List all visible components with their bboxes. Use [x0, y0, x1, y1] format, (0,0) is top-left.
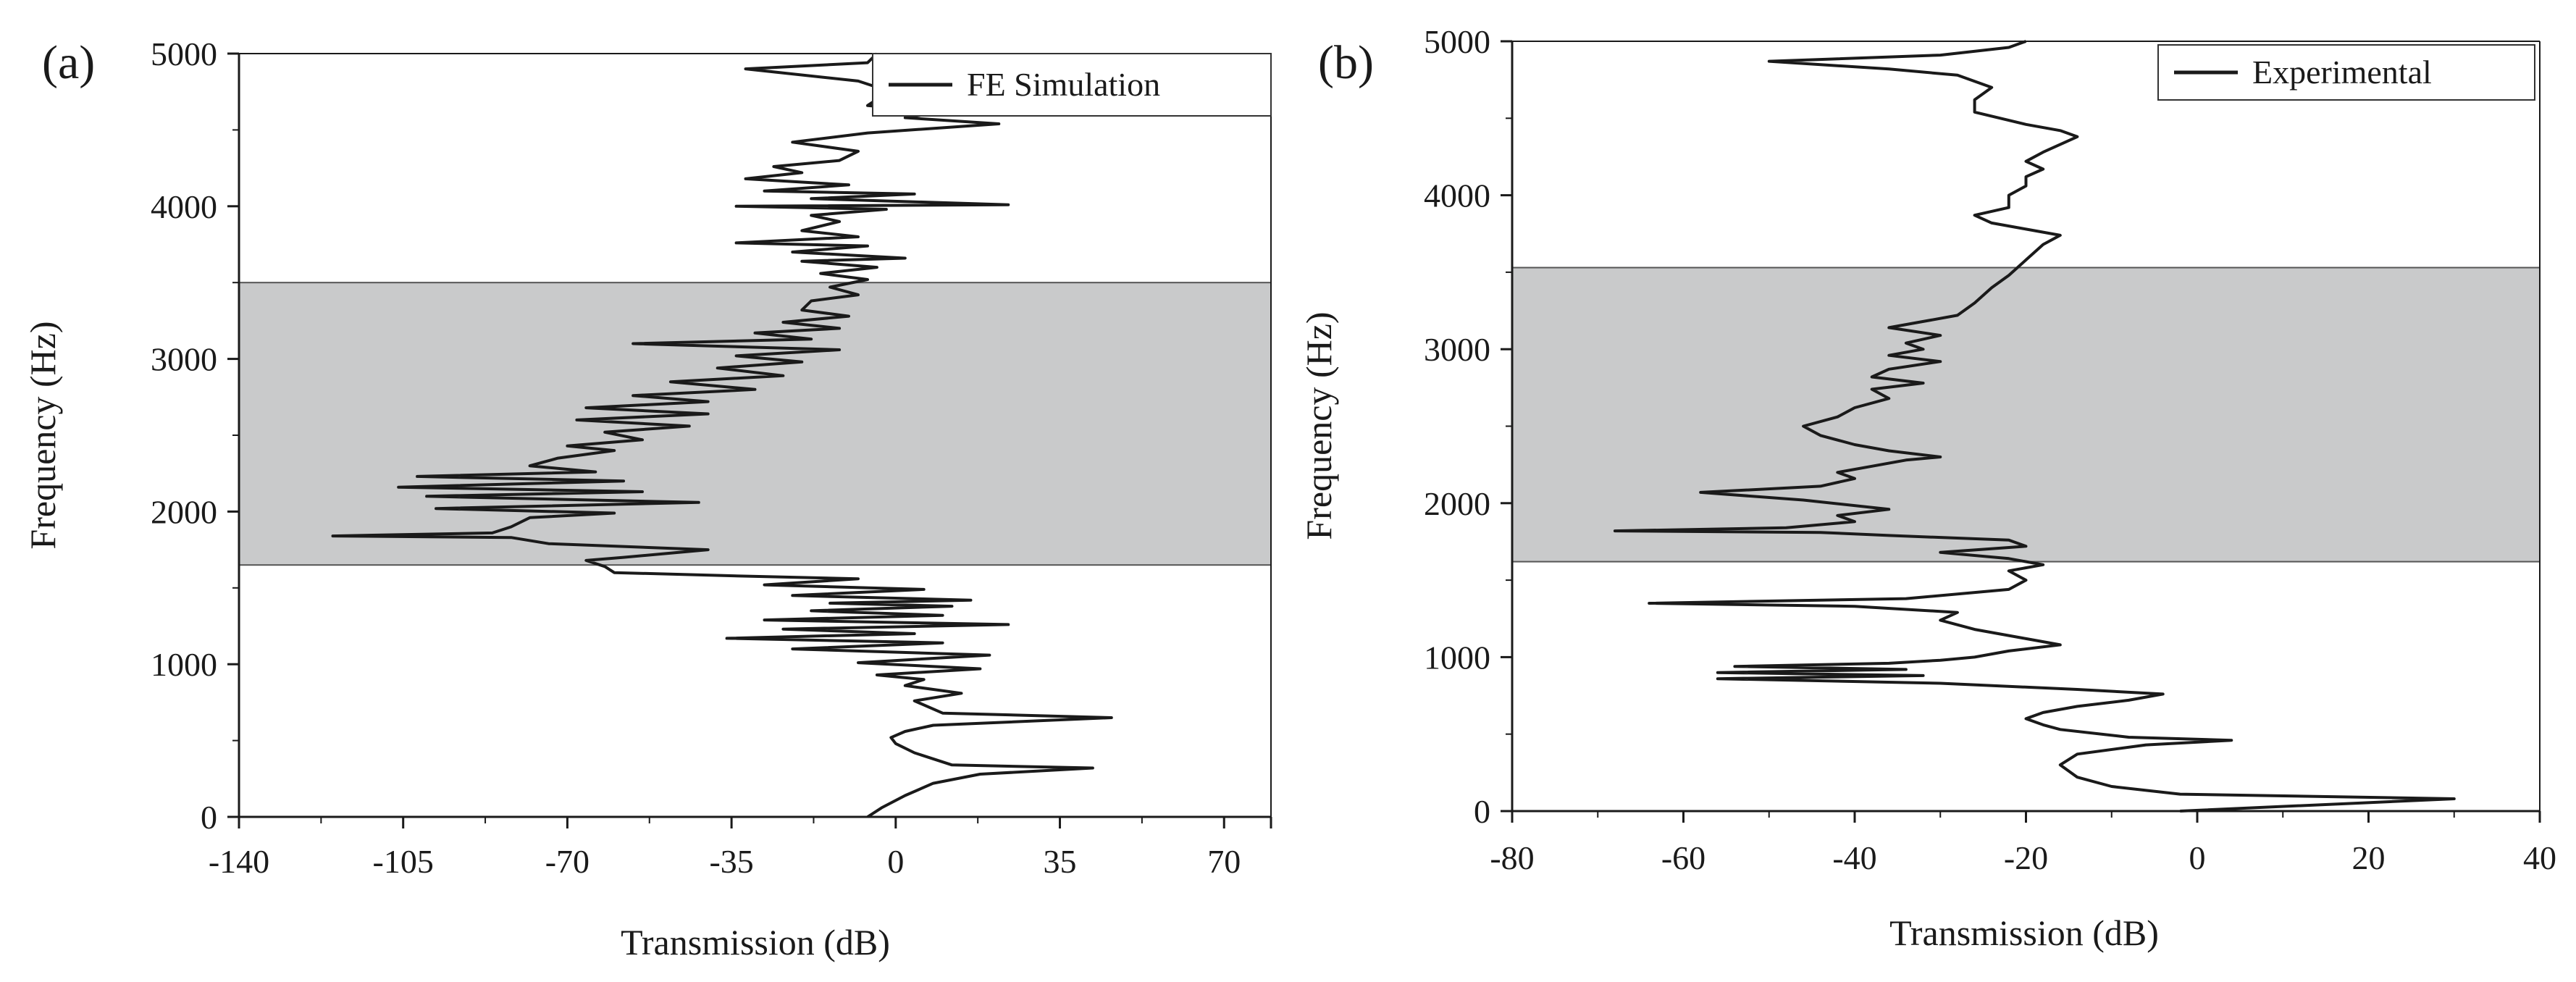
x-tick-label: -20 [2004, 839, 2048, 876]
y-tick-label: 4000 [151, 188, 217, 225]
y-tick-label: 1000 [1424, 639, 1490, 676]
panel-b-chart: 0 1000 2000 3000 4000 5000 -80 -60 -40 -20 0 20 40 Tr… [1299, 23, 2556, 953]
x-axis-title: Transmission (dB) [621, 922, 890, 962]
x-tick-label: -140 [209, 843, 269, 880]
series-line [331, 52, 1113, 818]
x-axis-title: Transmission (dB) [1889, 912, 2159, 953]
y-tick-label: 5000 [151, 35, 217, 72]
x-tick-label: -60 [1661, 839, 1706, 876]
x-tick-label: -80 [1490, 839, 1534, 876]
series-line [1613, 40, 2456, 813]
legend-label: FE Simulation [967, 66, 1160, 103]
shaded-band [238, 282, 1272, 566]
x-tick-label: 0 [2189, 839, 2206, 876]
panel-label: (b) [1318, 36, 1374, 89]
x-tick-label: 20 [2352, 839, 2386, 876]
x-tick-label: 35 [1044, 843, 1077, 880]
y-tick-label: 0 [1474, 793, 1490, 830]
y-tick-label: 0 [201, 799, 217, 836]
x-tick-label: 0 [887, 843, 904, 880]
panel-a-chart: 0 1000 2000 3000 4000 5000 -140 -105 -70 -35 0 35 70… [22, 35, 1272, 962]
x-tick-label: 70 [1207, 843, 1241, 880]
y-tick-label: 3000 [1424, 331, 1490, 368]
y-tick-label: 1000 [151, 646, 217, 683]
x-tick-label: -70 [545, 843, 590, 880]
x-tick-label: -35 [709, 843, 753, 880]
y-tick-label: 3000 [151, 341, 217, 378]
legend-label: Experimental [2252, 54, 2432, 91]
y-tick-label: 2000 [151, 493, 217, 530]
panel-label: (a) [42, 36, 95, 89]
y-tick-label: 5000 [1424, 23, 1490, 60]
y-tick-label: 2000 [1424, 485, 1490, 522]
shaded-band [1511, 267, 2541, 563]
x-tick-label: -40 [1832, 839, 1876, 876]
y-tick-label: 4000 [1424, 177, 1490, 214]
y-axis-title: Frequency (Hz) [1299, 311, 1339, 540]
x-tick-label: 40 [2523, 839, 2556, 876]
y-axis-title: Frequency (Hz) [22, 321, 63, 549]
x-tick-label: -105 [373, 843, 434, 880]
